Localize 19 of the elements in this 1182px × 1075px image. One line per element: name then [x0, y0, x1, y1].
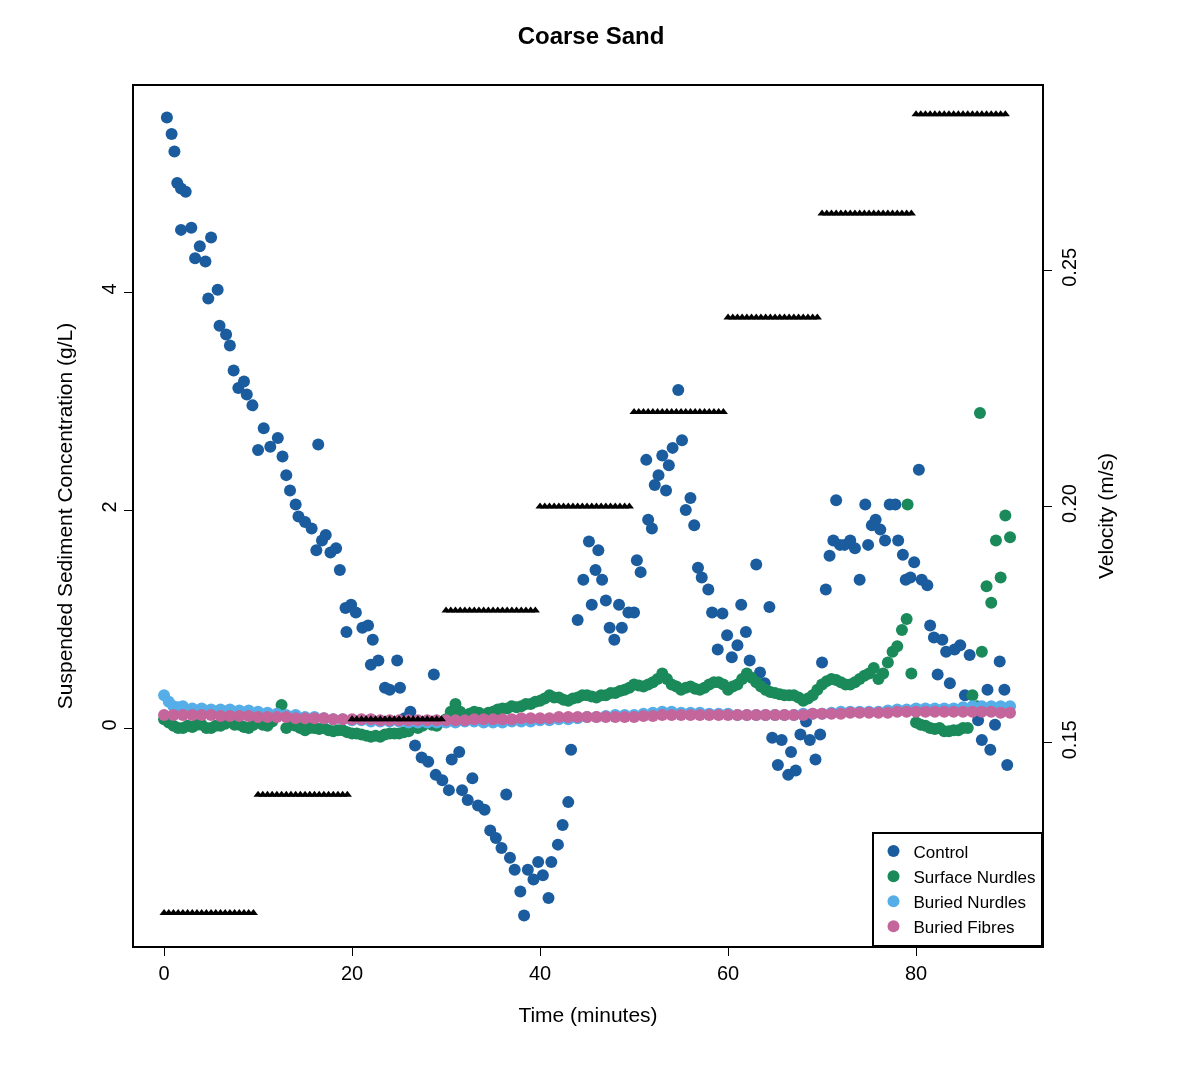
- y-axis-title: Suspended Sediment Concentration (g/L): [52, 322, 76, 710]
- y-tick-label: 2: [98, 501, 121, 513]
- y2-tick-label: 0.25: [1057, 247, 1080, 287]
- legend-label: Buried Fibres: [913, 917, 1015, 937]
- y-tick-label: 4: [98, 283, 121, 295]
- legend-label: Buried Nurdles: [913, 892, 1026, 912]
- x-tick-label: 20: [340, 961, 364, 984]
- x-tick-label: 0: [158, 961, 170, 984]
- x-tick-label: 40: [528, 961, 552, 984]
- legend-label: Control: [913, 842, 969, 862]
- legend-label: Surface Nurdles: [913, 867, 1036, 887]
- x-tick-label: 80: [904, 961, 928, 984]
- x-axis-title: Time (minutes): [518, 1003, 658, 1027]
- y2-tick-label: 0.20: [1057, 484, 1080, 524]
- y2-tick-label: 0.15: [1057, 720, 1080, 760]
- chart-title: Coarse Sand: [517, 21, 665, 49]
- y-tick-label: 0: [98, 719, 121, 731]
- y2-axis-title: Velocity (m/s): [1094, 452, 1118, 580]
- x-tick-label: 60: [716, 961, 740, 984]
